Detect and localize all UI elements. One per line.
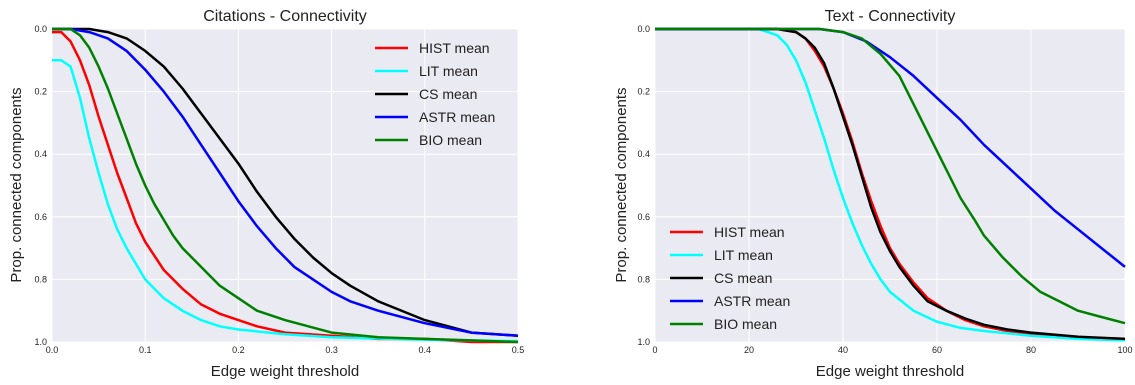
legend-label-bio: BIO mean — [419, 132, 482, 148]
y-axis-label-citations: Prop. connected components — [8, 87, 25, 282]
series-line-bio — [52, 27, 519, 344]
x-tick-label: 0.5 — [512, 345, 525, 355]
x-tick-label: 40 — [838, 345, 848, 355]
series-line-cs — [52, 27, 519, 337]
y-tick-label: 0.8 — [34, 274, 47, 284]
y-ticks-text: 0.0 0.2 0.4 0.6 0.8 1.0 — [637, 24, 650, 347]
legend-label-bio: BIO mean — [714, 316, 777, 332]
x-axis-label-text: Edge weight threshold — [816, 363, 964, 380]
series-line-lit — [52, 59, 519, 343]
series-lines-citations — [52, 27, 519, 344]
chart-citations: 0.0 0.1 0.2 0.3 0.4 0.5 0.0 0.2 0.4 0.6 0.8 1.0 Ci… — [8, 8, 524, 380]
series-line-bio — [655, 27, 1126, 325]
x-tick-label: 0.0 — [46, 345, 59, 355]
y-tick-label: 0.2 — [34, 87, 47, 97]
y-tick-label: 0.0 — [34, 24, 47, 34]
y-axis-label-text: Prop. connected components — [613, 87, 630, 282]
x-tick-label: 0.3 — [325, 345, 338, 355]
y-tick-label: 0.6 — [637, 212, 650, 222]
plot-area-citations — [52, 29, 518, 342]
y-tick-label: 0.2 — [637, 87, 650, 97]
y-tick-label: 1.0 — [637, 337, 650, 347]
legend-label-cs: CS mean — [714, 270, 772, 286]
legend-label-lit: LIT mean — [714, 247, 773, 263]
legend-citations: HIST mean LIT mean CS mean ASTR mean BIO mea… — [375, 40, 495, 148]
series-line-lit — [655, 27, 1126, 342]
legend-label-astr: ASTR mean — [419, 109, 495, 125]
series-line-cs — [655, 27, 1126, 341]
legend-text: HIST mean LIT mean CS mean ASTR mean BIO mea… — [670, 224, 790, 332]
x-ticks-citations: 0.0 0.1 0.2 0.3 0.4 0.5 — [46, 345, 525, 355]
legend-label-cs: CS mean — [419, 86, 477, 102]
legend-label-hist: HIST mean — [419, 40, 490, 56]
series-line-astr — [52, 27, 519, 337]
y-tick-label: 0.4 — [34, 149, 47, 159]
x-axis-label-citations: Edge weight threshold — [211, 363, 359, 380]
x-tick-label: 0.2 — [232, 345, 245, 355]
y-tick-label: 0.8 — [637, 274, 650, 284]
chart-title-text: Text - Connectivity — [825, 8, 956, 25]
legend-label-hist: HIST mean — [714, 224, 785, 240]
y-tick-label: 0.4 — [637, 149, 650, 159]
chart-text: 0 20 40 60 80 100 0.0 0.2 0.4 0.6 0.8 1.0 Text - C… — [613, 8, 1133, 380]
x-tick-label: 80 — [1026, 345, 1036, 355]
y-tick-label: 0.0 — [637, 24, 650, 34]
legend-label-lit: LIT mean — [419, 63, 478, 79]
x-tick-label: 20 — [744, 345, 754, 355]
series-lines-text — [655, 27, 1126, 342]
x-tick-label: 100 — [1117, 345, 1132, 355]
x-tick-label: 60 — [932, 345, 942, 355]
chart-title-citations: Citations - Connectivity — [203, 8, 367, 25]
y-ticks-citations: 0.0 0.2 0.4 0.6 0.8 1.0 — [34, 24, 47, 347]
x-tick-label: 0.1 — [139, 345, 152, 355]
grid-text — [654, 28, 1126, 343]
x-tick-label: 0.4 — [419, 345, 432, 355]
x-ticks-text: 0 20 40 60 80 100 — [652, 345, 1132, 355]
y-tick-label: 1.0 — [34, 337, 47, 347]
x-tick-label: 0 — [652, 345, 657, 355]
legend-label-astr: ASTR mean — [714, 293, 790, 309]
y-tick-label: 0.6 — [34, 212, 47, 222]
